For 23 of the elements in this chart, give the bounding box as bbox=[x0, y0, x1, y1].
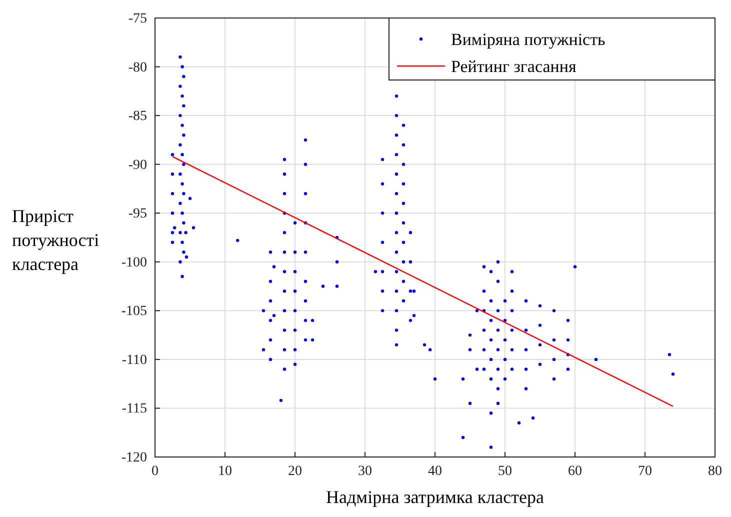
y-tick-label: -80 bbox=[128, 60, 147, 76]
y-tick-label: -105 bbox=[121, 304, 147, 320]
x-tick-label: 70 bbox=[638, 464, 652, 479]
x-tick-label: 30 bbox=[358, 464, 372, 479]
y-tick-label: -85 bbox=[128, 109, 147, 124]
y-tick-label: -100 bbox=[121, 255, 147, 270]
x-tick-label: 0 bbox=[152, 464, 158, 479]
x-tick-label: 60 bbox=[568, 464, 582, 479]
y-axis-title: Приріст потужності кластера bbox=[12, 206, 100, 274]
legend-label: Рейтинг згасання bbox=[451, 57, 576, 76]
x-tick-label: 20 bbox=[288, 464, 302, 479]
y-tick-label: -75 bbox=[128, 11, 147, 26]
x-axis-title: Надмірна затримка кластера bbox=[326, 487, 544, 507]
x-tick-label: 50 bbox=[498, 464, 512, 479]
x-tick-label: 40 bbox=[428, 464, 442, 479]
y-tick-label: -120 bbox=[121, 450, 147, 466]
x-tick-label: 80 bbox=[708, 464, 722, 479]
legend-label: Виміряна потужність bbox=[451, 30, 606, 49]
y-tick-label: -95 bbox=[128, 206, 147, 222]
y-tick-label: -115 bbox=[122, 402, 147, 417]
y-tick-label: -110 bbox=[122, 352, 147, 368]
x-tick-label: 10 bbox=[218, 464, 232, 479]
y-tick-label: -90 bbox=[128, 158, 147, 173]
